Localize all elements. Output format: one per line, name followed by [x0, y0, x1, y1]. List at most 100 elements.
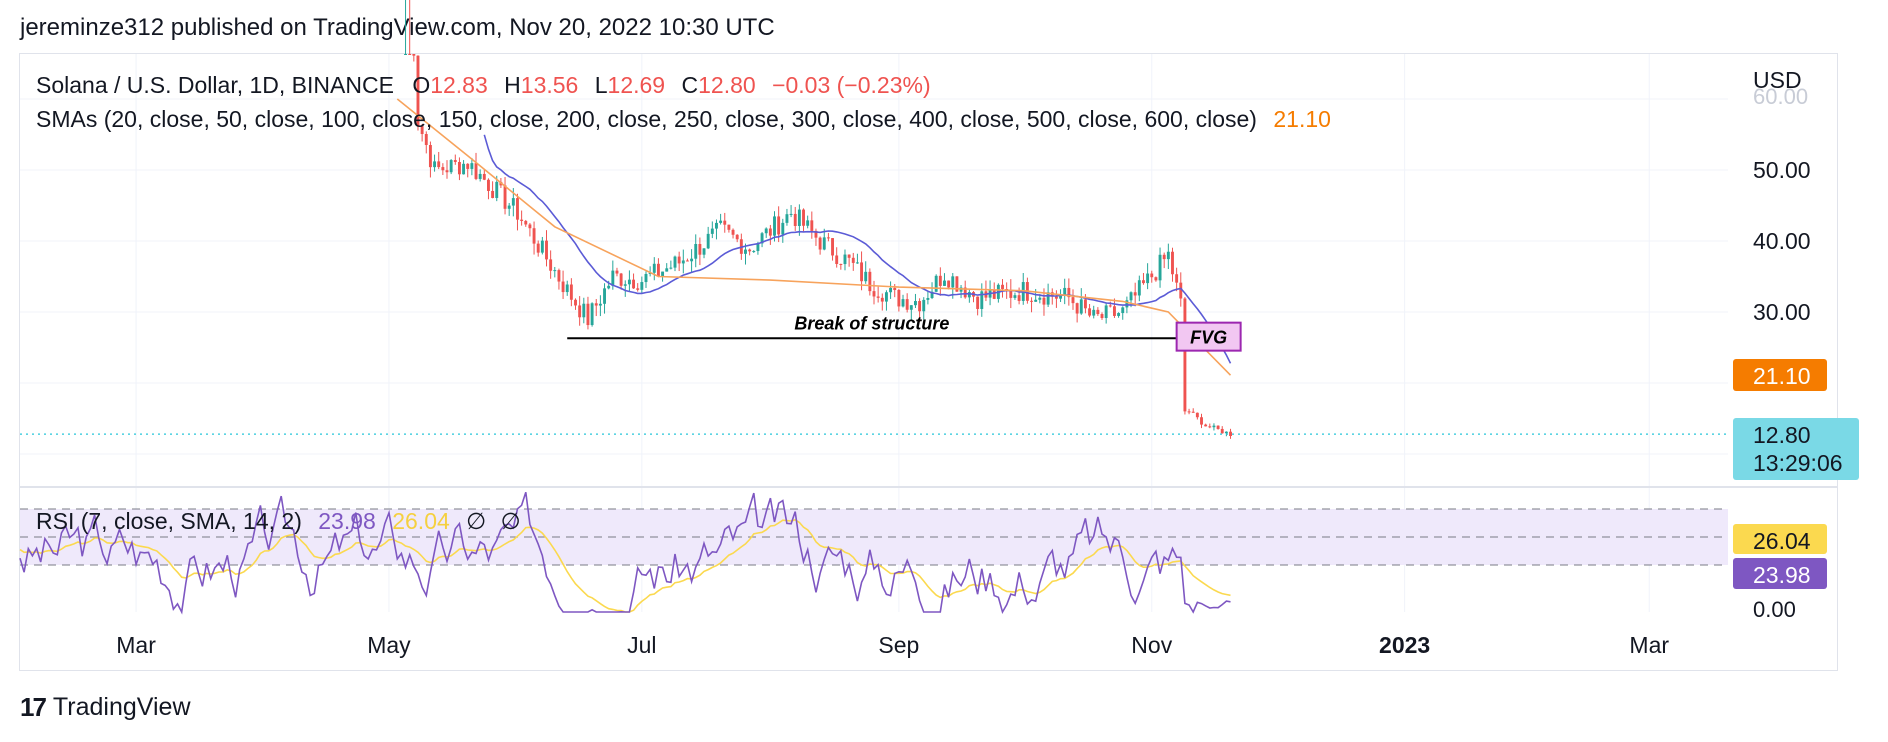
candle-body [1158, 254, 1162, 281]
candle-body [1229, 431, 1232, 437]
candle-body [777, 216, 781, 235]
candle-body [673, 256, 677, 268]
candle-body [1100, 314, 1104, 319]
sma-legend-text[interactable]: SMAs (20, close, 50, close, 100, close, … [36, 106, 1257, 132]
candle-body [487, 179, 490, 191]
sma-price-badge[interactable]: 21.10 [1733, 359, 1827, 391]
rsi-legend-text[interactable]: RSI (7, close, SMA, 14, 2) [36, 508, 302, 534]
candle-body [785, 214, 789, 223]
candle-body [872, 291, 876, 297]
candle-body [851, 257, 855, 263]
candle-body [408, 54, 412, 55]
candle-body [1212, 425, 1216, 428]
candle-body [1208, 426, 1212, 428]
candle-body [694, 243, 698, 259]
candle-body [590, 303, 594, 326]
candle-body [793, 213, 797, 226]
candle-body [1121, 307, 1125, 314]
candle-body [897, 290, 901, 307]
rsi-sma-badge[interactable]: 26.04 [1733, 524, 1827, 554]
candle-body [1075, 303, 1079, 314]
last-price-badge-text: 12.80 [1753, 422, 1811, 448]
candle-body [1142, 280, 1145, 284]
rsi-badge[interactable]: 23.98 [1733, 558, 1827, 589]
rsi-sma-badge-bg [1733, 524, 1827, 554]
fvg-label: FVG [1190, 328, 1227, 348]
candle-body [1146, 273, 1150, 284]
rsi-legend[interactable]: RSI (7, close, SMA, 14, 2) 23.98 26.04 ∅… [36, 508, 521, 535]
candle-body [976, 296, 980, 309]
candle-body [536, 243, 540, 253]
candle-body [656, 263, 660, 277]
candle-body [1112, 306, 1116, 316]
candle-body [1034, 299, 1038, 302]
candle-body [1171, 251, 1174, 275]
candle-body [557, 270, 561, 282]
footer-brand[interactable]: 17 TradingView [20, 692, 191, 723]
candle-body [445, 170, 449, 173]
candle-body [710, 228, 714, 234]
fvg-box[interactable] [1175, 321, 1242, 352]
brand-name: TradingView [52, 693, 191, 721]
rsi-badge-text: 23.98 [1753, 562, 1811, 588]
candle-body [1046, 292, 1050, 305]
candle-body [814, 230, 818, 238]
candle-body [802, 209, 805, 226]
candle-body [532, 228, 536, 244]
sma-legend-value: 21.10 [1273, 106, 1331, 132]
time-axis-label: Mar [1629, 632, 1669, 658]
sma-20-line [483, 134, 1232, 364]
candle-body [428, 145, 432, 168]
price-axis-tick: 50.00 [1753, 157, 1811, 183]
tradingview-logo-icon: 17 [20, 692, 47, 722]
candle-body [549, 259, 553, 271]
candle-body [511, 198, 515, 206]
candle-body [752, 251, 756, 253]
price-axis-currency: USD [1753, 67, 1802, 93]
candle-body [1166, 251, 1170, 260]
candle-body [652, 263, 656, 273]
candle-body [1017, 295, 1021, 301]
candle-body [1108, 305, 1112, 307]
candle-body [1104, 305, 1108, 319]
open-value: 12.83 [430, 72, 488, 98]
candle-body [1183, 298, 1187, 412]
candle-body [1083, 299, 1087, 309]
candle-body [922, 299, 926, 312]
candle-body [806, 220, 810, 226]
candle-body [868, 271, 872, 292]
rsi-line [19, 491, 1231, 615]
visibility-toggle-icon[interactable]: ∅ [466, 508, 487, 534]
symbol-name[interactable]: Solana / U.S. Dollar, 1D, BINANCE [36, 72, 394, 98]
candle-body [1133, 292, 1137, 296]
symbol-legend[interactable]: Solana / U.S. Dollar, 1D, BINANCE O12.83… [36, 72, 931, 99]
candle-body [516, 198, 519, 220]
candle-body [810, 220, 814, 231]
rsi-sma-badge-text: 26.04 [1753, 528, 1811, 554]
candle-body [797, 209, 801, 226]
sma-legend[interactable]: SMAs (20, close, 50, close, 100, close, … [36, 106, 1331, 133]
candle-body [644, 273, 648, 283]
candle-body [839, 263, 843, 265]
candle-body [918, 301, 922, 312]
candle-body [934, 275, 938, 292]
candle-body [632, 279, 636, 289]
candle-body [603, 288, 606, 304]
candle-body [905, 299, 909, 310]
candle-body [914, 301, 917, 306]
rsi-badge-bg [1733, 558, 1827, 589]
candle-body [1162, 254, 1166, 260]
candle-body [466, 163, 470, 169]
rsi-legend-value: 23.98 [318, 508, 376, 534]
candle-body [665, 268, 669, 272]
candle-body [569, 284, 573, 300]
candle-body [503, 185, 507, 209]
candle-body [706, 233, 710, 249]
candle-body [690, 258, 694, 262]
candle-body [553, 270, 557, 272]
candle-body [1195, 412, 1199, 418]
candle-body [420, 126, 424, 135]
visibility-toggle-icon[interactable]: ∅ [500, 508, 521, 534]
